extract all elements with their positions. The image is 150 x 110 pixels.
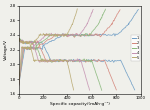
Legend: 1, 2, 3, 4, 5: 1, 2, 3, 4, 5	[131, 35, 140, 61]
Y-axis label: Voltage/V: Voltage/V	[4, 39, 8, 60]
X-axis label: Specific capacity/(mAh·g⁻¹): Specific capacity/(mAh·g⁻¹)	[50, 102, 110, 106]
